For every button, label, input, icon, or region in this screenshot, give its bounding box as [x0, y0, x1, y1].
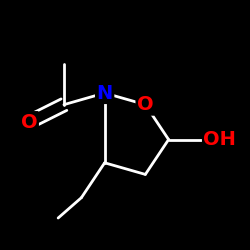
Text: O: O [21, 112, 38, 132]
Text: O: O [137, 95, 154, 114]
Text: N: N [96, 84, 113, 102]
Text: OH: OH [204, 130, 236, 149]
